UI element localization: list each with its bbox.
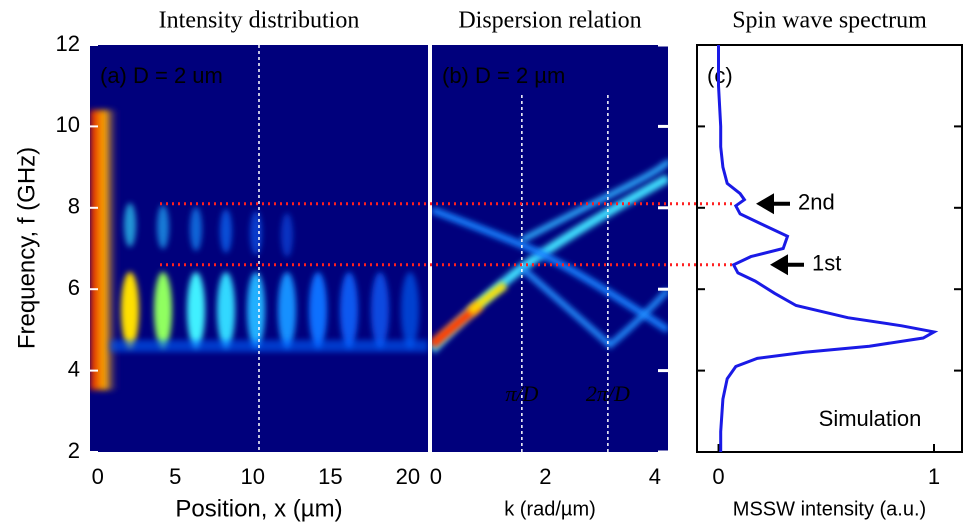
panel-title: Dispersion relation bbox=[458, 8, 641, 34]
x-axis-label: k (rad/µm) bbox=[504, 498, 596, 520]
heatmap-texture bbox=[432, 206, 668, 333]
marker-label: π/D bbox=[505, 381, 538, 406]
x-tick-label: 20 bbox=[396, 464, 420, 489]
y-tick-label: 8 bbox=[68, 194, 80, 219]
heatmap-texture bbox=[401, 272, 419, 348]
y-tick-label: 10 bbox=[56, 112, 80, 137]
heatmap-texture bbox=[154, 272, 172, 348]
annotation: 2nd bbox=[798, 190, 835, 215]
x-tick-label: 2 bbox=[539, 464, 551, 489]
y-tick-label: 12 bbox=[56, 31, 80, 56]
heatmap-texture bbox=[309, 272, 327, 348]
overlay: Intensity distribution (a) D = 2 um Positi… bbox=[13, 8, 962, 522]
heatmap-texture bbox=[250, 211, 262, 255]
x-tick-label: 0 bbox=[430, 464, 442, 489]
y-tick-label: 6 bbox=[68, 275, 80, 300]
x-tick-label: 0 bbox=[712, 464, 724, 489]
heatmap-texture bbox=[278, 272, 296, 348]
heatmap-texture bbox=[124, 203, 136, 247]
y-axis-label: Frequency, f (GHz) bbox=[13, 147, 40, 349]
heatmap-texture bbox=[217, 272, 235, 348]
legend-label: Simulation bbox=[819, 406, 922, 431]
x-tick-label: 1 bbox=[928, 464, 940, 489]
annotation: 1st bbox=[812, 251, 841, 276]
x-tick-label: 15 bbox=[318, 464, 342, 489]
x-tick-label: 0 bbox=[92, 464, 104, 489]
heatmap-texture bbox=[157, 205, 169, 249]
annotation-arrow bbox=[756, 193, 790, 215]
marker-label: 2π/D bbox=[586, 381, 630, 406]
panel-title: Intensity distribution bbox=[159, 8, 360, 34]
heatmap-b bbox=[432, 45, 668, 452]
x-tick-label: 5 bbox=[169, 464, 181, 489]
panel-label: (a) D = 2 um bbox=[100, 63, 223, 88]
x-axis-label: MSSW intensity (a.u.) bbox=[733, 498, 926, 520]
x-tick-label: 10 bbox=[241, 464, 265, 489]
panel-title: Spin wave spectrum bbox=[732, 8, 927, 34]
heatmap-texture bbox=[281, 213, 293, 257]
heatmap-texture bbox=[187, 272, 205, 348]
x-axis-label: Position, x (µm) bbox=[175, 495, 342, 522]
heatmap-texture bbox=[220, 209, 232, 253]
heatmap-texture bbox=[340, 272, 358, 348]
panel-label: (b) D = 2 µm bbox=[442, 63, 565, 88]
y-tick-label: 2 bbox=[68, 438, 80, 463]
heatmap-texture bbox=[190, 207, 202, 251]
heatmap-texture bbox=[520, 265, 668, 349]
heatmap-texture bbox=[520, 159, 668, 243]
x-tick-label: 4 bbox=[649, 464, 661, 489]
plot-frame bbox=[696, 44, 963, 453]
spectrum-line bbox=[717, 45, 939, 452]
heatmap-texture bbox=[247, 272, 265, 348]
heatmap-texture bbox=[121, 272, 139, 348]
heatmap-texture bbox=[371, 272, 389, 348]
annotation-arrow bbox=[770, 254, 804, 276]
y-tick-label: 4 bbox=[68, 356, 80, 381]
heatmap-texture bbox=[110, 340, 428, 352]
heatmap-texture bbox=[467, 281, 508, 316]
